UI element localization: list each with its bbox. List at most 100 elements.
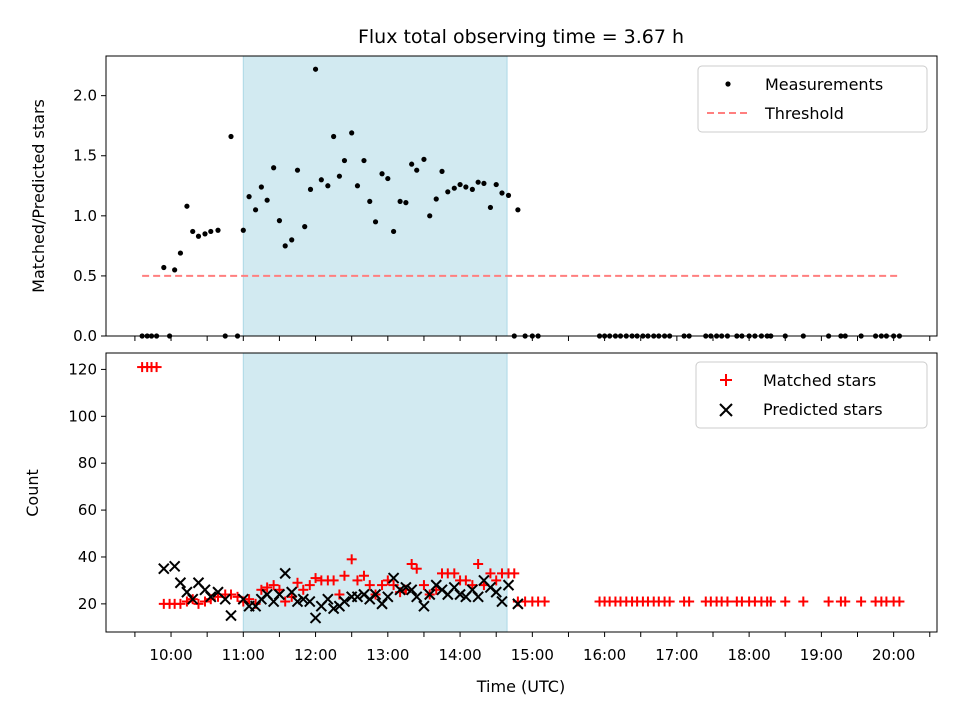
bottom-x-tick-label: 13:00 <box>366 646 409 664</box>
measurement-point <box>246 194 252 200</box>
measurement-point <box>361 157 367 164</box>
matched-star-point <box>684 596 695 607</box>
matched-star-point <box>840 596 851 607</box>
top-observing-span <box>242 55 508 337</box>
matched-star-point <box>765 596 776 607</box>
measurement-point <box>240 227 246 233</box>
measurement-point <box>276 218 283 224</box>
legend-matched-label: Matched stars <box>763 371 876 390</box>
matched-star-point <box>298 584 309 595</box>
measurement-point <box>463 184 469 190</box>
matched-star-point <box>256 584 267 595</box>
bottom-y-tick-label: 60 <box>78 501 97 519</box>
matched-star-point <box>856 596 867 607</box>
matched-star-point <box>485 568 496 579</box>
bottom-y-tick-label: 80 <box>78 454 97 472</box>
measurement-point <box>505 192 512 198</box>
measurement-point <box>367 198 373 205</box>
measurement-point <box>302 224 308 230</box>
top-y-tick-label: 1.0 <box>73 207 97 225</box>
measurement-point <box>481 180 487 186</box>
top-legend: Measurements Threshold <box>697 65 928 133</box>
measurement-point <box>433 196 439 202</box>
matched-star-point <box>346 554 357 565</box>
measurement-point <box>258 184 264 190</box>
matched-star-point <box>328 575 339 586</box>
measurement-point <box>379 171 385 177</box>
measurement-point <box>184 203 190 209</box>
predicted-star-point <box>273 588 286 601</box>
bottom-legend: Matched stars Predicted stars <box>695 361 928 429</box>
bottom-y-ticks: 20 40 60 80 100 120 <box>68 360 106 613</box>
matched-star-point <box>823 596 834 607</box>
matched-star-point <box>798 596 809 607</box>
matched-star-point <box>268 580 279 591</box>
measurement-point <box>215 227 221 233</box>
matched-star-point <box>244 594 255 605</box>
top-plot-frame <box>105 55 938 337</box>
bottom-y-tick-label: 100 <box>68 407 97 425</box>
bottom-y-tick-label: 40 <box>78 548 97 566</box>
predicted-star-point <box>279 567 291 580</box>
top-x-ticks <box>134 336 931 341</box>
bottom-legend-box <box>695 361 928 429</box>
measurement-point <box>264 197 270 203</box>
measurement-point <box>195 233 202 239</box>
measurement-point <box>409 161 415 167</box>
predicted-star-point <box>338 595 351 608</box>
predicted-star-point <box>322 593 334 605</box>
predicted-star-point <box>411 591 423 603</box>
predicted-star-point <box>158 562 170 575</box>
predicted-star-point <box>496 595 508 608</box>
bottom-x-tick-label: 10:00 <box>149 646 192 664</box>
matched-star-point <box>664 596 675 607</box>
matched-star-point <box>509 568 520 579</box>
measurement-point <box>294 167 301 173</box>
predicted-star-point <box>205 591 217 603</box>
bottom-x-ticks: 10:00 11:00 12:00 13:00 14:00 15:00 16:00 17:00… <box>134 632 931 664</box>
measurement-point <box>385 175 391 182</box>
measurement-point <box>318 177 324 183</box>
top-y-axis-label: Matched/Predicted stars <box>29 99 48 293</box>
bottom-y-tick-label: 20 <box>78 595 97 613</box>
predicted-star-point <box>309 612 322 624</box>
predicted-star-point <box>225 609 237 622</box>
measurement-point <box>354 183 361 189</box>
matched-star-point <box>780 596 791 607</box>
predicted-star-point <box>187 593 199 605</box>
measurement-point <box>202 231 208 237</box>
measurement-point <box>445 189 451 195</box>
bottom-x-tick-label: 12:00 <box>294 646 337 664</box>
predicted-star-point <box>297 593 309 605</box>
measurement-point <box>493 181 499 188</box>
bottom-x-tick-label: 15:00 <box>511 646 554 664</box>
measurement-point <box>282 243 288 249</box>
measurement-point <box>457 181 463 188</box>
predicted-star-point <box>382 591 394 603</box>
top-y-tick-label: 1.5 <box>73 147 97 165</box>
matched-star-point <box>406 559 417 570</box>
predicted-star-point <box>351 591 364 603</box>
measurement-point <box>349 130 355 136</box>
measurement-point <box>515 207 521 213</box>
matched-star-point <box>310 573 321 584</box>
matched-star-point <box>280 596 291 607</box>
bottom-x-tick-label: 16:00 <box>583 646 626 664</box>
matched-star-point <box>364 580 375 591</box>
measurement-point <box>414 167 420 173</box>
matched-star-point <box>460 575 471 586</box>
matched-star-point <box>473 559 484 570</box>
matched-star-point <box>539 596 550 607</box>
measurement-point <box>172 267 178 273</box>
predicted-star-point <box>405 584 418 596</box>
matched-star-point <box>411 563 422 574</box>
measurement-point <box>475 179 481 185</box>
top-y-tick-label: 0.5 <box>73 267 97 285</box>
measurement-point <box>499 190 505 196</box>
matched-star-point <box>491 575 502 586</box>
measurement-point <box>177 250 184 256</box>
measurement-point <box>252 207 259 213</box>
matched-star-point <box>358 570 369 581</box>
measurement-point <box>397 198 403 205</box>
